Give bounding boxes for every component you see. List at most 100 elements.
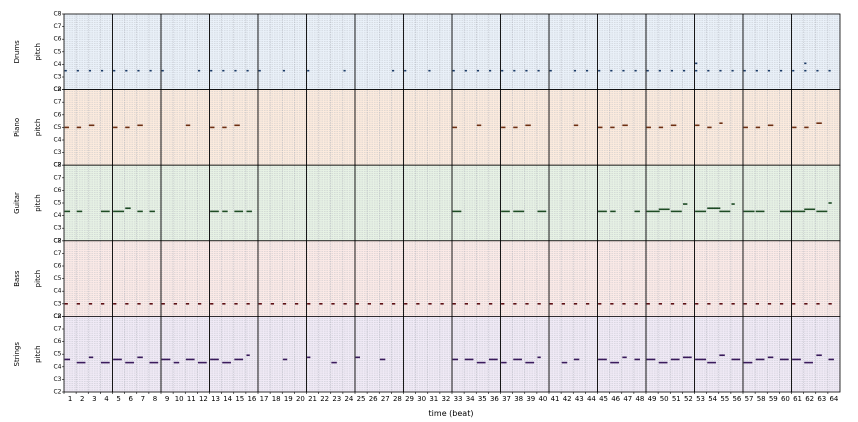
beat-tick-label: 22 <box>320 395 329 403</box>
pitch-tick-label: C3 <box>53 74 61 81</box>
beat-tick-label: 41 <box>551 395 560 403</box>
beat-tick-label: 61 <box>793 395 802 403</box>
note <box>598 126 603 129</box>
x-tick-labels: 1 2 3 4 5 6 7 8 9 10 11 12 13 14 15 16 17 18 19 20 21 22 23 24 2… <box>63 392 839 403</box>
note <box>258 69 261 72</box>
note <box>88 124 95 127</box>
note <box>246 303 250 305</box>
note <box>210 69 213 72</box>
note <box>258 303 262 305</box>
note <box>464 303 469 305</box>
note <box>695 210 707 213</box>
note <box>646 303 650 305</box>
note <box>452 126 457 129</box>
beat-tick-label: 6 <box>128 395 133 403</box>
note <box>367 303 372 305</box>
note <box>404 69 407 72</box>
note <box>113 126 118 129</box>
note <box>64 210 71 213</box>
note <box>100 69 104 72</box>
note <box>755 69 758 72</box>
note <box>137 69 140 72</box>
note <box>537 356 541 359</box>
note <box>610 126 615 129</box>
note <box>646 210 660 213</box>
note <box>682 203 688 205</box>
pitch-tick-label: C3 <box>53 300 61 307</box>
note <box>561 303 566 305</box>
pitch-tick-label: C3 <box>53 149 61 156</box>
note <box>719 303 723 305</box>
note <box>658 303 663 305</box>
note <box>64 358 71 361</box>
pitch-tick-label: C8 <box>53 313 61 320</box>
note <box>76 69 79 72</box>
beat-tick-label: 49 <box>648 395 657 403</box>
pitch-tick-label: C4 <box>53 288 61 295</box>
note <box>828 69 831 72</box>
beat-tick-label: 52 <box>684 395 693 403</box>
note <box>792 210 806 213</box>
note <box>792 69 795 72</box>
note <box>234 69 237 72</box>
note <box>670 69 674 72</box>
note <box>452 358 459 361</box>
note <box>343 303 347 305</box>
pitch-tick-label: C2 <box>53 313 61 320</box>
note <box>173 361 180 364</box>
pitch-tick-label: C4 <box>53 137 61 144</box>
note <box>246 210 252 213</box>
y-axis-label: pitch <box>34 270 42 287</box>
pitch-tick-label: C5 <box>53 48 61 55</box>
pitch-tick-label: C7 <box>53 250 61 257</box>
note <box>222 303 226 305</box>
note <box>173 303 178 305</box>
note <box>634 303 638 305</box>
note <box>816 354 822 357</box>
note <box>137 303 141 305</box>
pitch-tick-label: C7 <box>53 174 61 181</box>
note <box>695 358 707 361</box>
pitch-tick-label: C3 <box>53 225 61 232</box>
note <box>792 358 801 361</box>
note <box>379 303 384 305</box>
note <box>307 303 311 305</box>
note <box>452 69 455 72</box>
track-name: Piano <box>13 118 21 137</box>
note <box>792 126 797 129</box>
note <box>76 303 81 305</box>
note <box>646 69 649 72</box>
note <box>343 69 346 72</box>
y-axis-label: pitch <box>34 194 42 211</box>
note <box>464 69 467 72</box>
beat-tick-label: 32 <box>441 395 450 403</box>
note <box>501 210 510 213</box>
note <box>185 358 195 361</box>
note <box>197 69 201 72</box>
pitch-tick-label: C6 <box>53 111 61 118</box>
note <box>828 202 832 204</box>
note <box>488 358 498 361</box>
beat-tick-label: 12 <box>199 395 208 403</box>
note <box>779 358 789 361</box>
note <box>525 303 529 305</box>
note <box>100 361 110 364</box>
beat-tick-label: 20 <box>296 395 305 403</box>
beat-tick-label: 63 <box>817 395 826 403</box>
note <box>246 354 250 357</box>
beat-tick-label: 30 <box>417 395 426 403</box>
beat-tick-label: 15 <box>235 395 244 403</box>
track-strings: C2 C3 C4 C5 C6 C7 C8 pitch Strings <box>13 313 841 396</box>
track-name: Bass <box>13 270 21 287</box>
beat-tick-label: 60 <box>781 395 790 403</box>
note <box>100 303 105 305</box>
note <box>88 356 94 359</box>
note <box>137 210 143 213</box>
note <box>743 210 755 213</box>
beat-tick-label: 51 <box>672 395 681 403</box>
note <box>537 210 547 213</box>
note <box>573 69 577 72</box>
note <box>804 361 813 364</box>
note <box>355 356 360 359</box>
